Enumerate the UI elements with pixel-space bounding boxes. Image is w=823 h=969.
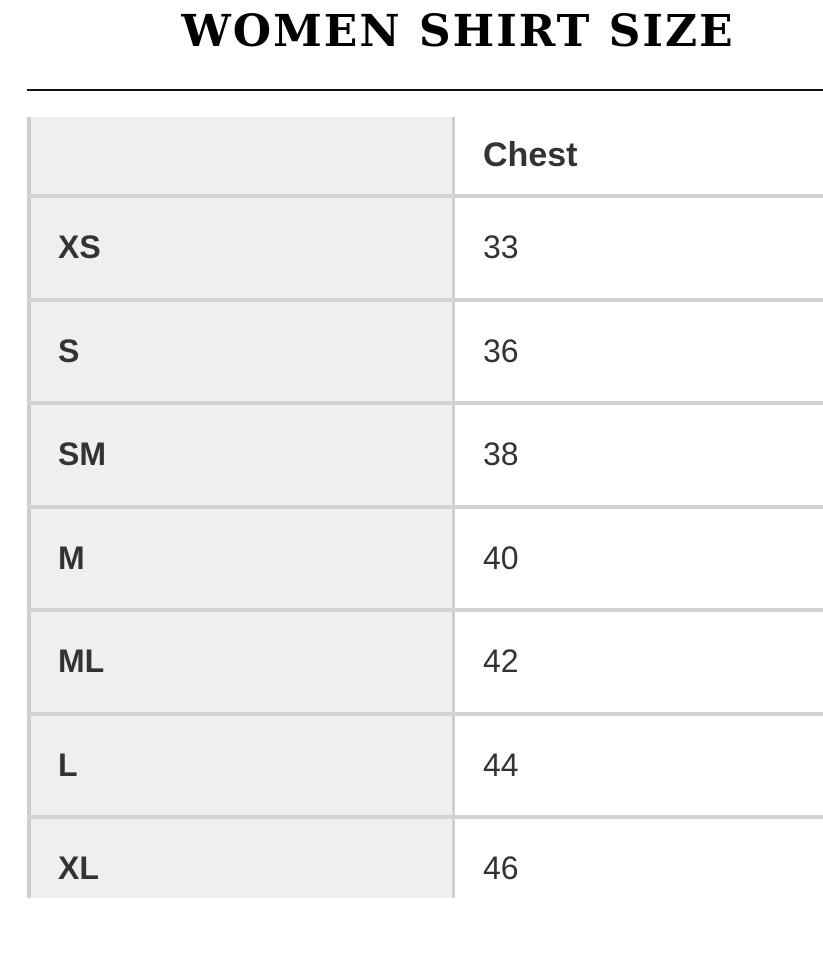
size-cell: XS: [27, 198, 455, 298]
size-cell: ML: [27, 612, 455, 712]
size-table: Chest XS 33 S 36 SM 38 M 40 ML 42 L 44 XL 46: [27, 117, 823, 898]
chest-cell: 38: [483, 436, 519, 473]
header-chest-cell: Chest: [483, 136, 578, 174]
size-cell: XL: [27, 819, 455, 898]
header-size-cell: [27, 117, 455, 194]
chest-cell: 46: [483, 850, 519, 887]
chest-cell: 33: [483, 229, 519, 266]
table-row: ML 42: [27, 612, 823, 712]
table-row: XL 46: [27, 819, 823, 898]
row-divider: [27, 401, 823, 405]
row-divider: [27, 504, 823, 509]
chest-cell: 44: [483, 746, 519, 783]
row-divider: [27, 608, 823, 612]
size-cell: SM: [27, 405, 455, 505]
table-row: L 44: [27, 715, 823, 815]
table-header-row: Chest: [27, 117, 823, 194]
size-cell: M: [27, 508, 455, 608]
divider: [27, 89, 823, 91]
table-row: SM 38: [27, 405, 823, 505]
table-row: M 40: [27, 508, 823, 608]
chest-cell: 42: [483, 643, 519, 680]
table-row: XS 33: [27, 198, 823, 298]
size-cell: S: [27, 301, 455, 401]
chest-cell: 40: [483, 539, 519, 576]
row-divider: [27, 194, 823, 198]
row-divider: [27, 815, 823, 819]
row-divider: [27, 711, 823, 716]
page-title: WOMEN SHIRT SIZE: [181, 6, 735, 57]
row-divider: [27, 297, 823, 302]
chest-cell: 36: [483, 332, 519, 369]
size-cell: L: [27, 715, 455, 815]
table-row: S 36: [27, 301, 823, 401]
